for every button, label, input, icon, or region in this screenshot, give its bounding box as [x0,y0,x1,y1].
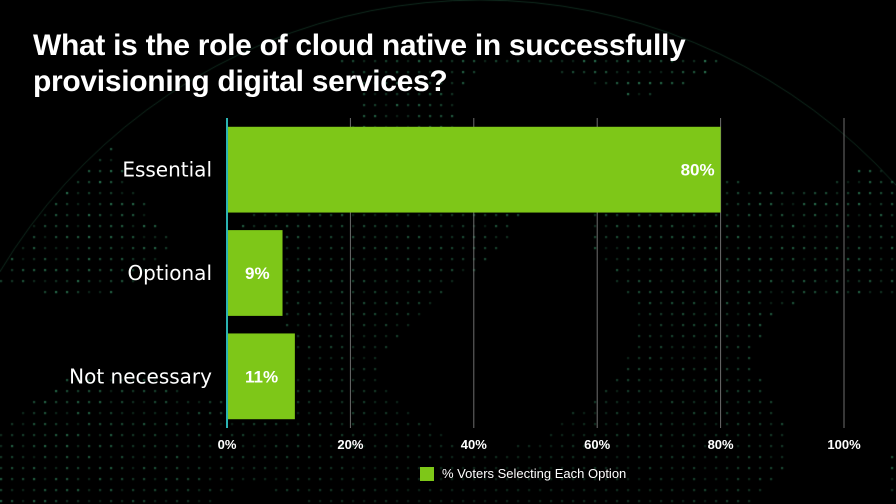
x-tick-label: 80% [708,437,734,452]
legend-label: % Voters Selecting Each Option [442,466,627,481]
x-tick-label: 40% [461,437,487,452]
data-label: 9% [245,264,270,283]
bar [227,126,721,213]
bar [227,333,295,420]
x-tick-label: 100% [827,437,861,452]
data-label: 11% [245,367,278,386]
data-label: 80% [681,161,715,180]
bar [227,230,283,316]
category-label: Optional [127,261,212,285]
category-label: Not necessary [69,364,212,388]
chart-title: What is the role of cloud native in succ… [33,29,686,98]
legend-swatch [420,466,434,481]
x-tick-label: 60% [584,437,610,452]
x-tick-label: 20% [337,437,363,452]
category-label: Essential [122,158,212,182]
x-tick-label: 0% [218,437,237,452]
legend: % Voters Selecting Each Option [420,466,626,481]
